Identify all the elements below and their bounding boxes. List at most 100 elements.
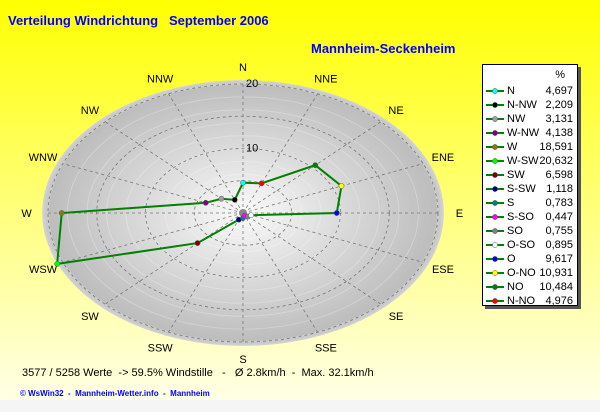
legend-value: 10,931: [539, 267, 573, 279]
chart-title: Verteilung Windrichtung September 2006: [8, 13, 269, 28]
compass-label-nw: NW: [81, 105, 100, 117]
compass-label-s: S: [239, 354, 246, 365]
legend-item: NO 10,484: [485, 280, 575, 294]
legend-label: S-SO: [507, 211, 534, 223]
legend-label: N: [507, 85, 515, 97]
legend-marker-icon: [486, 298, 504, 304]
grid-spoke: [242, 212, 424, 263]
legend-marker-icon: [486, 270, 504, 276]
legend-marker-icon: [486, 228, 504, 234]
grid-spoke: [242, 163, 424, 214]
legend-marker-icon: [486, 88, 504, 94]
data-point-n-no: [258, 180, 265, 187]
legend-item: SO 0,755: [485, 224, 575, 238]
legend-item: N-NO 4,976: [485, 294, 575, 308]
legend-marker-icon: [486, 214, 504, 220]
compass-label-ene: ENE: [432, 152, 455, 164]
legend-marker-icon: [486, 130, 504, 136]
data-point-w-sw: [54, 261, 61, 267]
legend-value: 20,632: [539, 155, 573, 167]
copyright-link[interactable]: © WsWin32: [20, 389, 64, 398]
legend-marker-icon: [486, 242, 504, 248]
legend-item: W-SW 20,632: [485, 154, 575, 168]
legend-value: 10,484: [539, 281, 573, 293]
data-point-nw: [218, 195, 225, 202]
legend-label: SW: [507, 169, 525, 181]
legend-label: S-SW: [507, 183, 536, 195]
legend: % N 4,697 N-NW 2,209 NW 3,131 W-NW 4,138 W 18,591…: [482, 64, 578, 308]
legend-item: O-SO 0,895: [485, 238, 575, 252]
legend-value: 1,118: [546, 183, 573, 195]
data-point-o-so: [248, 212, 254, 219]
compass-label-wnw: WNW: [29, 152, 58, 164]
data-point-n-nw: [231, 196, 238, 203]
legend-label: NW: [507, 113, 526, 125]
legend-item: NW 3,131: [485, 112, 575, 126]
legend-marker-icon: [486, 172, 504, 178]
data-point-o: [333, 210, 340, 216]
legend-marker-icon: [486, 116, 504, 122]
data-point-w-nw: [202, 199, 209, 206]
legend-unit: %: [555, 69, 565, 81]
compass-label-nnw: NNW: [147, 73, 174, 85]
legend-item: W 18,591: [485, 140, 575, 154]
legend-value: 4,697: [545, 85, 573, 97]
legend-value: 0,447: [545, 211, 573, 223]
legend-marker-icon: [486, 284, 504, 290]
separator: -: [158, 389, 171, 398]
mannheim-link[interactable]: Mannheim: [170, 389, 210, 398]
separator: -: [63, 389, 76, 398]
compass-label-ssw: SSW: [148, 343, 174, 355]
legend-label: N-NW: [507, 99, 537, 111]
legend-item: O-NO 10,931: [485, 266, 575, 280]
legend-label: NO: [507, 281, 524, 293]
legend-marker-icon: [486, 200, 504, 206]
legend-value: 0,783: [545, 197, 573, 209]
compass-label-sw: SW: [81, 311, 99, 323]
legend-value: 6,598: [545, 169, 573, 181]
grid-spoke: [62, 212, 244, 263]
legend-label: O-NO: [507, 267, 536, 279]
legend-item: S-SO 0,447: [485, 210, 575, 224]
legend-item: S 0,783: [485, 196, 575, 210]
mannheim-wetter-link[interactable]: Mannheim-Wetter.info: [75, 389, 159, 398]
legend-label: W-SW: [507, 155, 539, 167]
legend-marker-icon: [486, 186, 504, 192]
wind-rose-chart: 10 20 N NNE NE ENE E ESE SE SSE S SSW SW WSW W WNW NW NNW: [21, 62, 463, 365]
legend-label: S: [507, 197, 515, 209]
legend-item: O 9,617: [485, 252, 575, 266]
compass-label-w: W: [21, 208, 32, 220]
data-point-n: [240, 179, 246, 186]
legend-value: 4,976: [545, 295, 573, 307]
legend-label: W: [507, 141, 518, 153]
legend-item: N-NW 2,209: [485, 98, 575, 112]
legend-value: 3,131: [545, 113, 573, 125]
legend-marker-icon: [486, 256, 504, 262]
r-tick-label: 10: [246, 143, 258, 155]
legend-item: SW 6,598: [485, 168, 575, 182]
legend-value: 2,209: [545, 99, 573, 111]
compass-label-sse: SSE: [315, 343, 337, 355]
legend-value: 0,755: [545, 225, 573, 237]
grid-spoke: [62, 163, 244, 214]
compass-label-ese: ESE: [432, 264, 454, 276]
compass-label-e: E: [456, 208, 463, 220]
station-name: Mannheim-Seckenheim: [311, 41, 456, 56]
compass-label-ne: NE: [388, 105, 403, 117]
data-point-no: [312, 162, 319, 169]
compass-label-se: SE: [389, 311, 404, 323]
legend-item: S-SW 1,118: [485, 182, 575, 196]
footer: © WsWin32 - Mannheim-Wetter.info - Mannh…: [20, 389, 210, 398]
r-tick-label: 20: [246, 78, 258, 90]
compass-label-n: N: [239, 62, 247, 74]
statistics-line: 3577 / 5258 Werte -> 59.5% Windstille - …: [22, 367, 374, 379]
compass-label-nne: NNE: [314, 73, 337, 85]
legend-value: 0,895: [545, 239, 573, 251]
legend-label: W-NW: [507, 127, 540, 139]
legend-item: N 4,697: [485, 84, 575, 98]
legend-label: O: [507, 253, 516, 265]
data-point-w: [58, 210, 65, 216]
legend-label: O-SO: [507, 239, 536, 251]
legend-marker-icon: [486, 158, 504, 164]
legend-value: 18,591: [539, 141, 573, 153]
